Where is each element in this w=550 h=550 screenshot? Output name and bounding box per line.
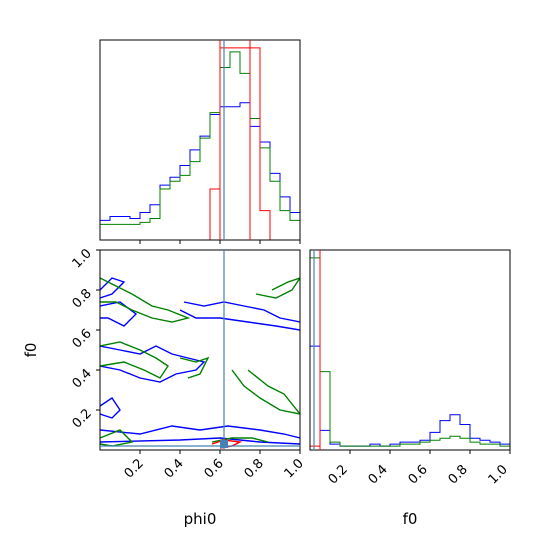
x-tick-label: 1.0 [486,462,511,487]
x-tick-label: 0.6 [406,462,431,487]
histogram-frame [309,249,511,451]
histogram-step-blue [309,345,511,450]
contour-blue [100,437,300,445]
x-tick-label: 1.0 [282,456,307,481]
y-tick-label: 0.4 [70,366,95,391]
histogram-step-green [99,51,301,240]
x-tick-label: 0.4 [366,462,391,487]
contour-blue [100,301,138,327]
histogram-frame [99,39,301,241]
contour-blue [100,345,206,383]
x-tick-label: 0.8 [446,462,471,487]
contour-blue [100,425,300,439]
histogram-phi0-panel [99,39,301,244]
x-axis-label-f0: f0 [403,510,418,528]
y-tick-label: 0.8 [70,286,95,311]
y-axis-label-f0: f0 [22,343,40,358]
contour-blue [183,301,300,323]
y-tick-label: 1.0 [70,246,95,271]
x-tick-label: 0.2 [122,456,147,481]
x-tick-label: 0.2 [326,462,351,487]
contour-green [255,277,300,299]
histogram-f0-panel: 0.2 0.4 0.6 0.8 1.0 [309,249,511,487]
contour-green [231,369,300,415]
histogram-step-green [309,257,511,450]
x-tick-label: 0.8 [242,456,267,481]
y-tick-label: 0.6 [70,326,95,351]
contour-green [179,356,210,379]
histogram-step-red [309,445,510,451]
contour-green [100,277,191,323]
y-tick-label: 0.2 [70,406,95,431]
x-tick-label: 0.6 [202,456,227,481]
contour-blue [179,309,300,331]
contour-blue [100,397,121,419]
x-tick-label: 0.4 [162,456,187,481]
contour-green [100,429,134,447]
contour-frame [99,249,301,451]
contour-lines [100,277,300,449]
x-axis-label-phi0: phi0 [184,510,217,528]
contour-phi0-f0-panel: 0.2 0.4 0.6 0.8 1.0 0.2 0.4 0.6 0.8 1.0 [70,246,307,481]
contour-green [100,341,169,379]
